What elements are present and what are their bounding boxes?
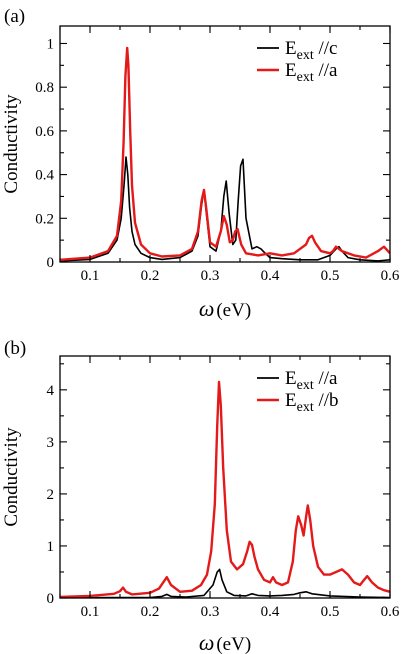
x-axis-symbol: ω — [199, 630, 215, 654]
plot-frame — [59, 355, 391, 599]
legend-entry-2: Eext //b — [285, 390, 339, 415]
panel-label: (b) — [4, 338, 26, 359]
y-tick-label: 0.2 — [35, 211, 54, 227]
series-line-2 — [60, 380, 390, 598]
x-axis-unit: (eV) — [216, 300, 251, 321]
y-tick-label: 0.8 — [35, 80, 54, 96]
y-tick-label: 4 — [47, 383, 55, 399]
x-tick-label: 0.5 — [321, 604, 340, 620]
x-tick-label: 0.2 — [141, 604, 160, 620]
y-tick-label: 0.4 — [35, 168, 54, 184]
x-tick-label: 0.3 — [201, 268, 220, 284]
x-axis-label: ω (eV) — [199, 630, 251, 654]
y-tick-label: 0.6 — [35, 124, 54, 140]
x-tick-label: 0.2 — [141, 268, 160, 284]
x-axis-symbol: ω — [199, 296, 215, 321]
y-tick-label: 2 — [47, 487, 55, 503]
x-axis-label: ω (eV) — [199, 296, 251, 321]
chart-panel-b: (b) 0.1 0.2 0.3 0.4 0.5 0.6 0 1 2 3 4 Conductivity ω(… — [1, 338, 400, 654]
series-line-1 — [60, 568, 390, 598]
chart-panel-a: (a) 0.1 0.2 0.3 0.4 0.5 0.6 0 0.2 0.4 0.6 0.8 1 Condu… — [1, 6, 400, 321]
y-axis-label: Conductivity — [1, 427, 22, 527]
x-tick-label: 0.6 — [381, 604, 400, 620]
y-tick-label: 0 — [47, 591, 55, 607]
x-tick-label: 0.1 — [81, 268, 100, 284]
legend-entry-1: Eext //a — [285, 368, 338, 393]
legend-entry-1: Eext //c — [285, 38, 337, 63]
x-tick-label: 0.3 — [201, 604, 220, 620]
x-tick-label: 0.4 — [261, 268, 280, 284]
series-line-2 — [60, 46, 390, 261]
plot-frame — [59, 25, 391, 263]
y-tick-label: 1 — [47, 539, 55, 555]
x-axis-unit: (eV) — [216, 634, 251, 654]
y-tick-label: 3 — [47, 435, 55, 451]
x-tick-label: 0.4 — [261, 604, 280, 620]
y-tick-label: 1 — [47, 36, 55, 52]
x-tick-label: 0.5 — [321, 268, 340, 284]
y-tick-label: 0 — [47, 255, 55, 271]
panel-label: (a) — [4, 6, 25, 27]
y-axis-label: Conductivity — [1, 94, 22, 194]
x-tick-label: 0.6 — [381, 268, 400, 284]
legend-entry-2: Eext //a — [285, 60, 338, 85]
series-line-1 — [60, 156, 390, 262]
x-tick-label: 0.1 — [81, 604, 100, 620]
